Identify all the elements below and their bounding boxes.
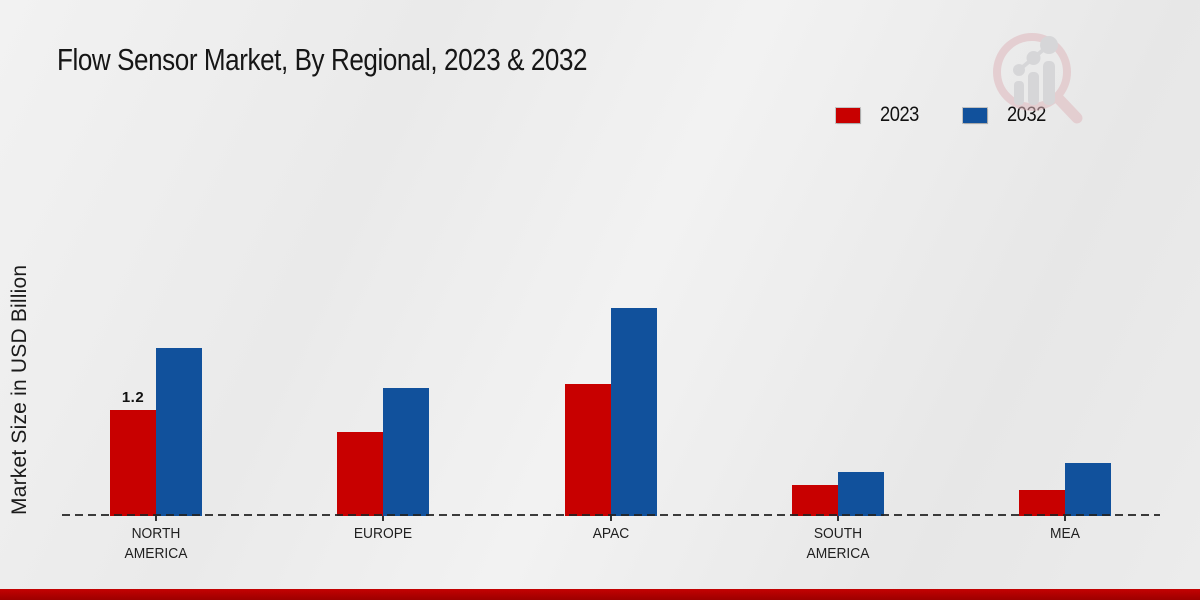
legend-swatch-2032 (962, 107, 987, 123)
bar-2032-mea (1065, 463, 1111, 516)
footer-accent-strip (0, 589, 1200, 600)
chart-title: Flow Sensor Market, By Regional, 2023 & … (57, 42, 588, 77)
legend-label-2023: 2023 (880, 103, 919, 126)
x-axis-tick (155, 516, 157, 521)
x-axis-tick (836, 516, 839, 521)
x-axis-category-label: SOUTH AMERICA (806, 525, 870, 562)
bar-2032-europe (383, 388, 430, 516)
x-axis-tick (1064, 516, 1066, 521)
bar-2023-south-america (791, 485, 838, 516)
x-axis-tick (609, 516, 612, 521)
bar-2032-apac (610, 308, 657, 516)
x-axis-category-label: EUROPE (354, 525, 413, 542)
legend-swatch-2023 (836, 107, 860, 123)
x-axis-category-label: NORTH AMERICA (124, 525, 188, 562)
legend-item-2023: 2023 (836, 103, 925, 127)
bar-2023-mea (1019, 490, 1065, 516)
bar-2032-south-america (837, 472, 884, 516)
bar-2023-apac (564, 384, 611, 516)
bar-value-label: 1.2 (121, 389, 145, 406)
x-axis-category-label: MEA (1050, 525, 1080, 542)
bar-2023-europe (337, 432, 384, 516)
bar-2032-north-america (156, 348, 202, 516)
bar-2023-north-america (110, 410, 156, 516)
x-axis-tick (382, 516, 385, 521)
x-axis-category-label: APAC (592, 525, 629, 542)
